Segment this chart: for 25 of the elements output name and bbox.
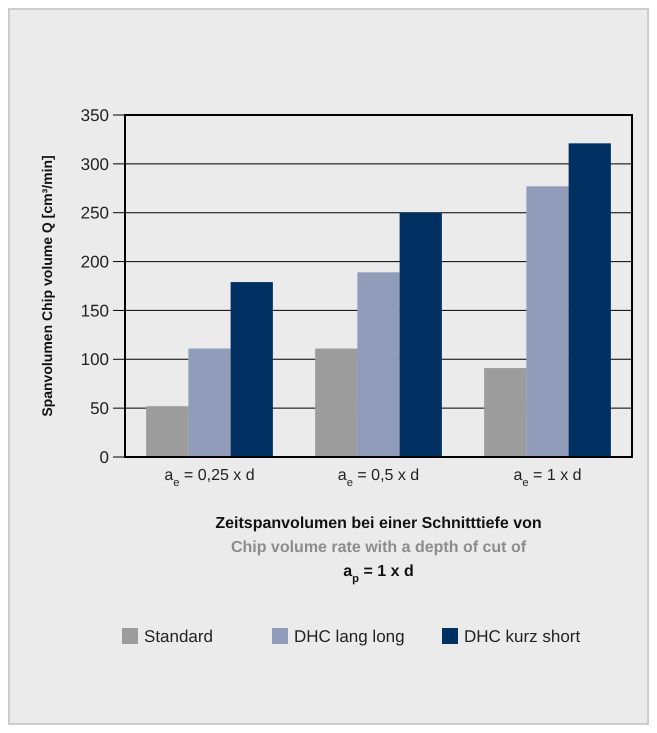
- x-tick-label: a$_{e}$ = 0,5 x d: [338, 467, 420, 489]
- y-tick-label: 250: [80, 204, 109, 223]
- x-tick-label: a$_{e}$ = 0,25 x d: [164, 467, 255, 489]
- y-tick-label: 200: [80, 252, 109, 272]
- bar: [315, 348, 358, 457]
- bar: [357, 272, 400, 457]
- bar: [400, 212, 442, 457]
- legend-label: DHC kurz short: [464, 626, 580, 646]
- y-tick-label: 50: [90, 399, 109, 418]
- legend-label: DHC lang long: [294, 626, 405, 646]
- bar: [146, 406, 188, 457]
- y-tick-label: 0: [100, 448, 109, 467]
- y-axis-title: Spanvolumen Chip volume Q [cm³/min]: [39, 155, 55, 417]
- x-tick-label: a$_{e}$ = 1 x d: [513, 467, 582, 489]
- y-tick-label: 150: [80, 301, 109, 320]
- legend-label: Standard: [144, 626, 213, 646]
- y-tick-label: 350: [80, 106, 109, 125]
- bar: [230, 282, 273, 457]
- bar: [188, 348, 231, 457]
- bar: [526, 186, 569, 457]
- x-axis-title: Zeitspanvolumen bei einer Schnitttiefe von Chip volume rate with a depth of cut of a$_{p}$ = 1 x d: [215, 515, 542, 585]
- y-tick-label: 100: [80, 350, 109, 370]
- bar: [484, 368, 526, 457]
- bar: [568, 143, 611, 457]
- y-tick-label: 300: [80, 154, 109, 174]
